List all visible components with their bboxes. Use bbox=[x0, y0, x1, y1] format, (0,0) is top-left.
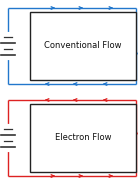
Bar bbox=[30, 12, 136, 80]
Bar bbox=[30, 104, 136, 172]
Text: Conventional Flow: Conventional Flow bbox=[44, 42, 122, 50]
Text: Electron Flow: Electron Flow bbox=[55, 134, 111, 142]
